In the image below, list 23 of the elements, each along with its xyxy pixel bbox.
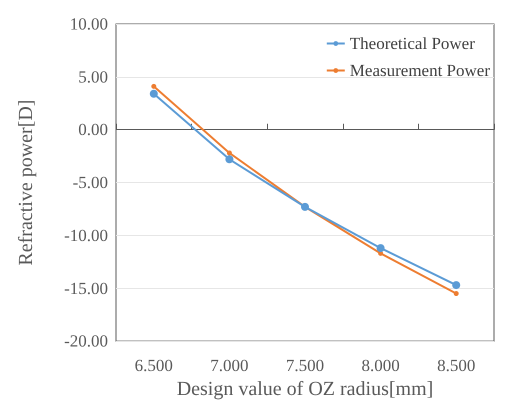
y-tick-label: -5.00 bbox=[72, 173, 108, 192]
point bbox=[151, 84, 156, 89]
point bbox=[454, 291, 459, 296]
point bbox=[376, 244, 385, 252]
x-tick-label: 7.500 bbox=[286, 356, 324, 376]
y-tick-label: -10.00 bbox=[64, 226, 108, 245]
x-tick-label: 8.500 bbox=[437, 356, 476, 376]
y-tick-label: -20.00 bbox=[64, 332, 108, 351]
x-axis-title: Design value of OZ radius[mm] bbox=[176, 378, 434, 400]
point bbox=[226, 150, 232, 156]
y-tick-label: 10.00 bbox=[70, 14, 108, 34]
legend-label: Measurement Power bbox=[350, 61, 490, 80]
y-tick-label: 5.00 bbox=[78, 67, 108, 86]
point bbox=[150, 90, 158, 98]
point bbox=[225, 155, 234, 164]
legend-label: Theoretical Power bbox=[350, 34, 476, 53]
y-tick-label: 0.00 bbox=[78, 120, 108, 140]
x-tick-label: 6.500 bbox=[134, 356, 173, 376]
y-tick-label: -15.00 bbox=[64, 278, 108, 298]
point bbox=[452, 281, 460, 290]
x-tick-label: 8.000 bbox=[361, 356, 400, 376]
y-axis-title: Refractive power[D] bbox=[15, 100, 37, 266]
x-tick-label: 7.000 bbox=[210, 356, 249, 376]
